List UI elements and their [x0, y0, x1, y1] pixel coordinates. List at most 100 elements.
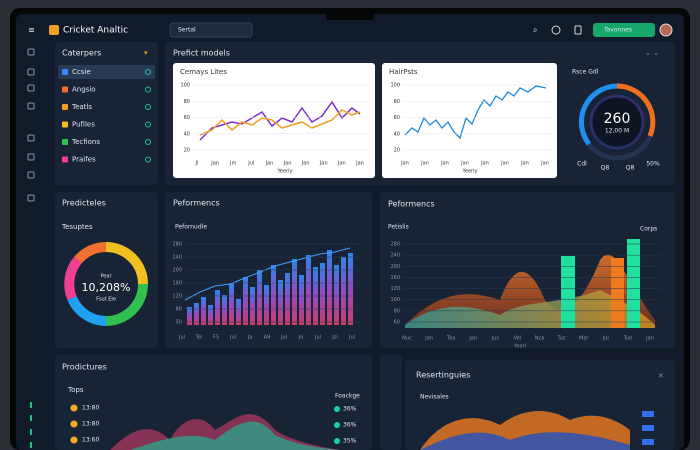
chart-axes: 280 240 200 160 120 80 50 Jul Tel F5 Jul Ja A9 Jul Jo J… — [172, 242, 360, 341]
search-icon[interactable]: ⌕ — [533, 26, 537, 35]
x-tick-label: Jul — [229, 335, 236, 341]
bar — [215, 290, 220, 325]
panel-title: Prefict models — [173, 49, 230, 58]
avatar[interactable] — [659, 23, 673, 37]
bar — [201, 297, 206, 325]
x-tick-label: Jan — [645, 336, 654, 342]
x-tick-label: Jul — [280, 335, 287, 341]
nav-indicator — [30, 415, 32, 421]
y-tick-label: 80 — [394, 308, 400, 314]
gauge-value: 260 — [604, 111, 631, 127]
nav-icon[interactable] — [27, 84, 35, 92]
gauge-label: 50% — [646, 161, 660, 168]
bar — [250, 287, 255, 325]
nav-icon[interactable] — [27, 194, 35, 202]
icon-rail — [27, 48, 35, 448]
x-tick-label: Ja — [247, 335, 253, 341]
y-tick-label: 20 — [394, 148, 400, 154]
nav-icon[interactable] — [27, 68, 35, 76]
x-tick-label: Jan — [440, 161, 449, 167]
bar — [561, 256, 575, 328]
panel-subtitle: Nevisales — [420, 394, 449, 401]
bar — [271, 265, 276, 325]
x-tick-label: Jan — [424, 336, 433, 342]
gauge-inner — [589, 94, 645, 150]
chart-card — [173, 63, 375, 178]
bar — [236, 299, 241, 325]
action-button[interactable] — [593, 23, 655, 37]
copy-icon[interactable] — [574, 25, 582, 35]
bar — [278, 280, 283, 325]
dropdown-icon[interactable]: ▾ — [144, 49, 148, 57]
x-tick-label: Nca — [535, 336, 545, 342]
nav-icon[interactable] — [27, 171, 35, 179]
nav-icon[interactable] — [27, 102, 35, 110]
x-tick-label: Jan — [301, 161, 310, 167]
percent-label: 36% — [343, 406, 357, 413]
chart-title: HairPsts — [389, 68, 418, 76]
settings-icon[interactable] — [551, 25, 561, 35]
x-tick-label: Jul — [314, 335, 321, 341]
legend-dot — [70, 404, 78, 412]
item-status — [145, 86, 151, 93]
chart-title: Pefornudle — [175, 224, 207, 231]
x-tick-label: Jan — [460, 161, 469, 167]
area — [130, 421, 340, 450]
item-icon — [62, 86, 68, 93]
gauge-subtitle: 12,00 M — [605, 128, 629, 135]
nav-icon[interactable] — [27, 134, 35, 142]
y-tick-label: 160 — [390, 275, 400, 281]
y-tick-label: 50 — [176, 320, 182, 326]
category-item[interactable]: Angsio — [72, 86, 96, 94]
panel-title: Peformencs — [388, 200, 435, 209]
panel — [55, 355, 372, 450]
x-tick-label: Jan — [400, 161, 409, 167]
chart-line — [199, 100, 361, 141]
panel-controls[interactable]: ⌄ ⌄ — [645, 49, 659, 57]
category-item[interactable]: Ccsie — [72, 68, 91, 76]
x-tick-label: Jul — [348, 335, 355, 341]
y-tick-label: 200 — [390, 264, 400, 270]
x-tick-label: Jan — [210, 161, 219, 167]
item-icon — [62, 139, 68, 145]
bar — [348, 253, 353, 325]
legend-dot — [334, 422, 340, 428]
selected-item — [58, 65, 155, 79]
x-tick-label: F5 — [213, 335, 219, 341]
y-tick-label: 200 — [172, 268, 182, 274]
category-item[interactable]: Praifes — [72, 156, 96, 164]
time-label: 13:80 — [82, 405, 99, 412]
panel-title: Prodictures — [62, 363, 107, 372]
x-tick-label: Jan — [540, 161, 549, 167]
item-status — [145, 104, 151, 110]
bar — [194, 303, 199, 325]
bar — [306, 255, 311, 325]
bar — [611, 258, 624, 328]
nav-indicator — [30, 429, 32, 435]
search-box[interactable] — [169, 22, 253, 38]
panel-title: Predicteles — [62, 199, 106, 208]
logo — [49, 25, 59, 35]
donut — [64, 242, 148, 326]
category-item[interactable]: Teatls — [71, 103, 92, 111]
y-tick-label: 280 — [172, 242, 182, 248]
gauge-label: Q8 — [601, 165, 610, 172]
panel-close[interactable]: ✕ — [658, 372, 664, 380]
legend-dot — [334, 438, 340, 444]
gauge-arc — [579, 83, 618, 146]
bar — [222, 295, 227, 325]
category-item[interactable]: Pufiles — [72, 121, 95, 129]
y-tick-label: 240 — [390, 253, 400, 259]
x-tick-label: Jl — [195, 161, 199, 167]
nav-icon[interactable] — [27, 153, 35, 161]
bar — [299, 275, 304, 325]
menu-icon[interactable]: ≡ — [28, 26, 35, 35]
x-tick-label: Jan — [337, 161, 346, 167]
legend-label: Corps — [640, 226, 657, 233]
nav-icon[interactable] — [27, 48, 35, 56]
category-item[interactable]: Tecfions — [71, 138, 100, 146]
panel-subtitle: Tesuptes — [61, 223, 93, 231]
bar — [334, 265, 339, 325]
legend-dot — [334, 406, 340, 412]
